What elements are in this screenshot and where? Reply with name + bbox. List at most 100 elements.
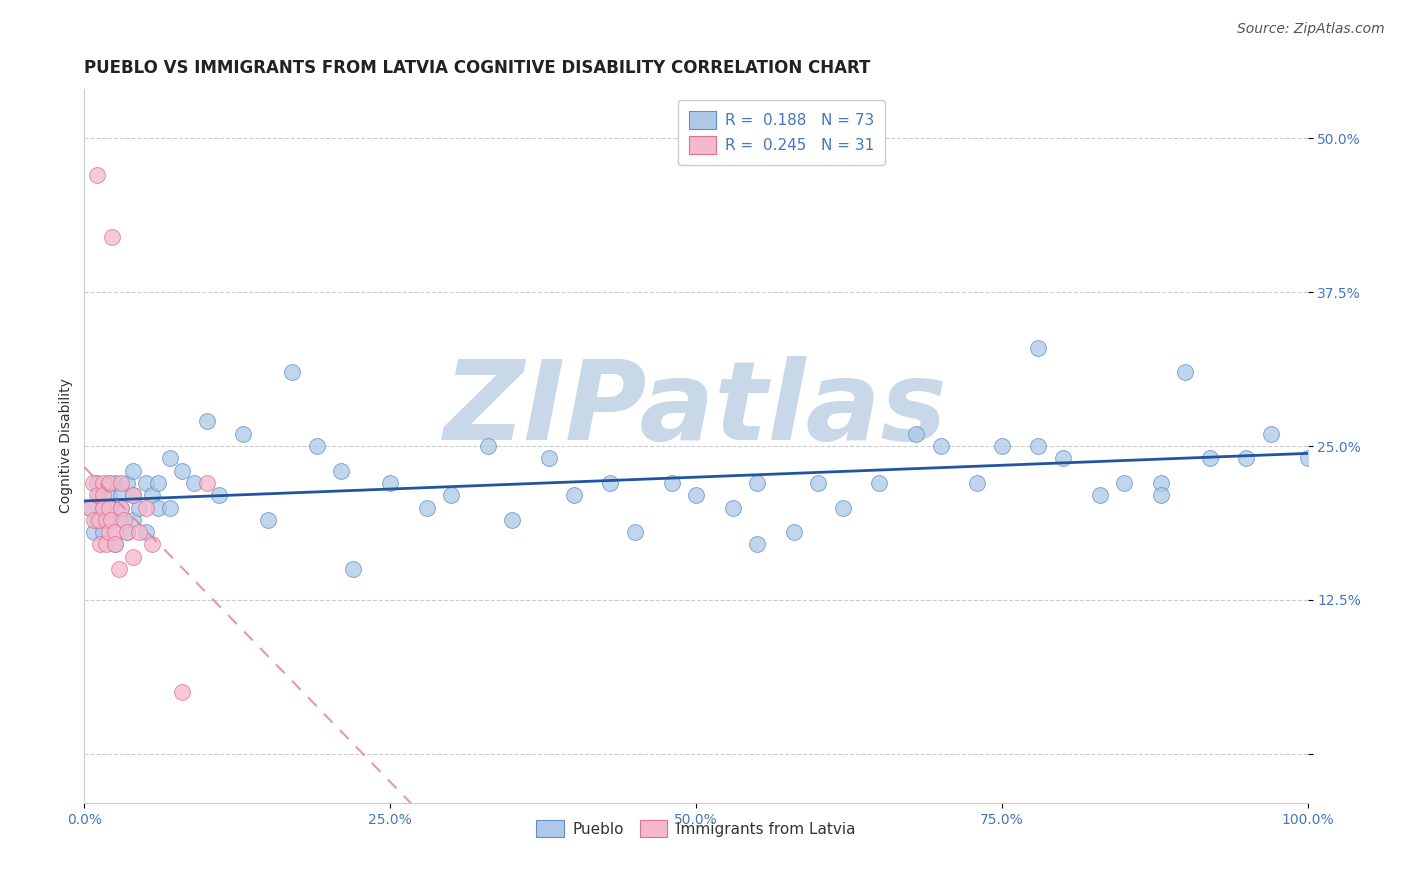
Point bbox=[661, 475, 683, 490]
Point bbox=[86, 475, 108, 490]
Point bbox=[502, 513, 524, 527]
Point bbox=[783, 525, 806, 540]
Text: Source: ZipAtlas.com: Source: ZipAtlas.com bbox=[1237, 22, 1385, 37]
Point bbox=[195, 414, 218, 428]
Point bbox=[807, 475, 830, 490]
Point bbox=[869, 475, 891, 490]
Point bbox=[83, 513, 105, 527]
Point bbox=[122, 549, 145, 564]
Point bbox=[100, 500, 122, 515]
Point bbox=[380, 475, 402, 490]
Point bbox=[87, 488, 110, 502]
Point bbox=[305, 439, 328, 453]
Point bbox=[135, 475, 157, 490]
Point bbox=[183, 475, 205, 490]
Point bbox=[89, 537, 111, 551]
Point bbox=[342, 562, 364, 576]
Point bbox=[97, 500, 120, 515]
Point bbox=[208, 488, 231, 502]
Point bbox=[112, 513, 135, 527]
Point bbox=[100, 513, 122, 527]
Point bbox=[562, 488, 585, 502]
Point bbox=[1028, 341, 1050, 355]
Point bbox=[905, 426, 928, 441]
Point bbox=[1236, 451, 1258, 466]
Point bbox=[538, 451, 561, 466]
Point bbox=[110, 513, 132, 527]
Point bbox=[101, 230, 124, 244]
Point bbox=[135, 500, 157, 515]
Point bbox=[440, 488, 463, 502]
Point bbox=[330, 464, 353, 478]
Point bbox=[1296, 451, 1319, 466]
Point bbox=[122, 488, 145, 502]
Point bbox=[97, 475, 120, 490]
Text: PUEBLO VS IMMIGRANTS FROM LATVIA COGNITIVE DISABILITY CORRELATION CHART: PUEBLO VS IMMIGRANTS FROM LATVIA COGNITI… bbox=[84, 59, 870, 77]
Point bbox=[281, 365, 304, 379]
Point bbox=[831, 500, 853, 515]
Point bbox=[195, 475, 218, 490]
Point bbox=[91, 500, 114, 515]
Point bbox=[747, 475, 769, 490]
Point bbox=[1260, 426, 1282, 441]
Point bbox=[721, 500, 744, 515]
Point bbox=[79, 500, 101, 515]
Point bbox=[1028, 439, 1050, 453]
Y-axis label: Cognitive Disability: Cognitive Disability bbox=[59, 378, 73, 514]
Point bbox=[79, 500, 101, 515]
Point bbox=[91, 525, 114, 540]
Point bbox=[135, 525, 157, 540]
Point bbox=[685, 488, 707, 502]
Point bbox=[159, 451, 181, 466]
Point bbox=[110, 475, 132, 490]
Point bbox=[966, 475, 988, 490]
Point bbox=[96, 513, 118, 527]
Point bbox=[747, 537, 769, 551]
Point bbox=[86, 488, 108, 502]
Point bbox=[146, 475, 169, 490]
Point bbox=[122, 488, 145, 502]
Point bbox=[82, 475, 104, 490]
Point bbox=[1174, 365, 1197, 379]
Point bbox=[416, 500, 439, 515]
Point bbox=[110, 500, 132, 515]
Point bbox=[929, 439, 952, 453]
Point bbox=[115, 525, 138, 540]
Point bbox=[1150, 488, 1173, 502]
Point bbox=[104, 537, 127, 551]
Point bbox=[172, 464, 194, 478]
Point bbox=[122, 513, 145, 527]
Point bbox=[110, 500, 132, 515]
Legend: Pueblo, Immigrants from Latvia: Pueblo, Immigrants from Latvia bbox=[529, 813, 863, 845]
Text: ZIPatlas: ZIPatlas bbox=[444, 356, 948, 463]
Point bbox=[96, 537, 118, 551]
Point bbox=[110, 488, 132, 502]
Point bbox=[91, 475, 114, 490]
Point bbox=[91, 500, 114, 515]
Point bbox=[97, 513, 120, 527]
Point bbox=[104, 475, 127, 490]
Point bbox=[1150, 475, 1173, 490]
Point bbox=[128, 500, 150, 515]
Point bbox=[232, 426, 254, 441]
Point bbox=[87, 513, 110, 527]
Point bbox=[86, 513, 108, 527]
Point bbox=[159, 500, 181, 515]
Point bbox=[83, 525, 105, 540]
Point bbox=[1088, 488, 1111, 502]
Point bbox=[172, 685, 194, 699]
Point bbox=[91, 488, 114, 502]
Point bbox=[107, 562, 129, 576]
Point bbox=[624, 525, 647, 540]
Point bbox=[141, 537, 163, 551]
Point bbox=[128, 525, 150, 540]
Point bbox=[104, 525, 127, 540]
Point bbox=[97, 488, 120, 502]
Point bbox=[104, 537, 127, 551]
Point bbox=[1052, 451, 1074, 466]
Point bbox=[122, 464, 145, 478]
Point bbox=[991, 439, 1014, 453]
Point bbox=[1198, 451, 1220, 466]
Point bbox=[146, 500, 169, 515]
Point bbox=[86, 169, 108, 183]
